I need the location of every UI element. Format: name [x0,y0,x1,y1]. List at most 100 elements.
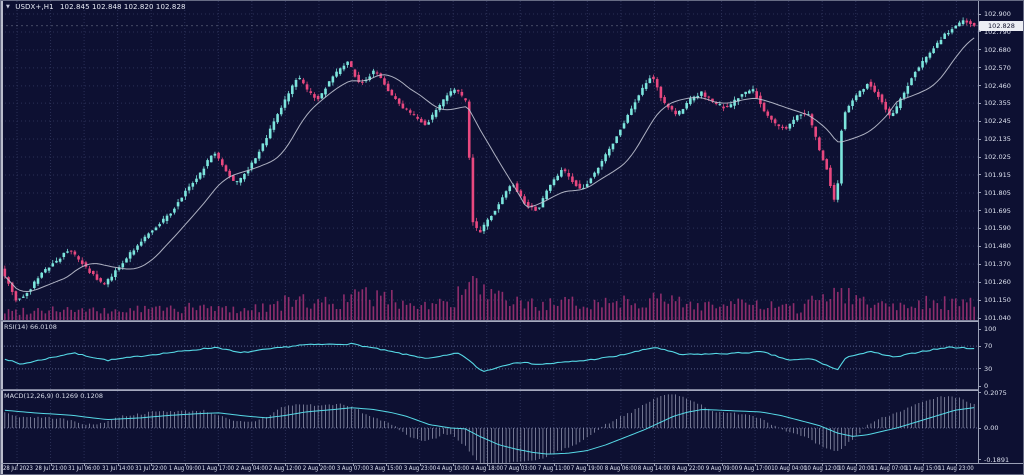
time-axis-label: 7 Aug 19:00 [571,465,604,472]
time-axis-label: 31 Jul 06:00 [68,465,100,472]
time-axis-tick [84,463,86,466]
time-axis-tick [419,463,421,466]
price-axis-label: 102.790 [984,27,1011,36]
price-axis-label: 102.355 [984,99,1011,108]
pane-separator-main-rsi[interactable] [1,320,978,322]
time-axis-label: 1 Aug 09:00 [168,465,201,472]
price-axis-tick [978,192,981,194]
time-axis-label: 28 Jul 21:00 [34,465,67,472]
price-axis-label: 0.00 [984,424,999,432]
price-axis-border [978,1,979,463]
price-axis-tick [978,317,981,319]
time-axis-label: 3 Aug 23:00 [403,465,436,472]
time-axis-tick [520,463,522,466]
price-axis-tick [978,245,981,247]
price-axis-label: 102.135 [984,135,1011,144]
price-axis-label: 0.2075 [984,388,1007,397]
time-axis-label: 2 Aug 04:00 [235,465,268,472]
price-axis-label: 101.590 [984,224,1011,233]
time-axis-label: 7 Aug 03:00 [504,465,537,472]
time-axis-tick [587,463,589,466]
time-axis-tick [352,463,354,466]
price-axis-tick [978,156,981,158]
time-axis-label: 3 Aug 07:00 [336,465,369,472]
time-axis-tick [755,463,757,466]
time-axis-tick [688,463,689,466]
time-axis[interactable]: 28 Jul 2023 28 Jul 21:00 31 Jul 06:00 31 Ju… [1,463,1023,474]
price-axis-tick [978,102,981,104]
price-axis-tick [978,120,981,122]
price-axis-tick [978,85,981,87]
time-axis-label: 2 Aug 12:00 [269,465,302,472]
time-axis-label: 8 Aug 06:00 [604,465,638,472]
chart-title: ▼ USDX+,H1 102.845 102.848 102.820 102.8… [6,3,186,11]
time-axis-tick [721,463,723,466]
time-axis-label: 3 Aug 15:00 [369,465,403,472]
time-axis-tick [922,463,924,466]
price-axis-tick [978,210,981,212]
time-axis-label: 31 Jul 22:00 [135,465,168,472]
time-axis-tick [453,463,455,466]
price-axis-tick [978,427,981,429]
time-axis-tick [788,463,790,466]
time-axis-tick [318,463,320,466]
pane-separator-rsi-macd[interactable] [1,389,978,391]
time-axis-tick [285,463,287,466]
price-axis-label: 101.695 [984,206,1011,215]
time-axis-label: 8 Aug 14:00 [638,465,671,472]
time-axis-label: 10 Aug 20:00 [837,465,874,472]
time-axis-label: 11 Aug 15:00 [905,465,941,472]
rsi-pane-canvas[interactable] [1,322,978,389]
price-axis-label: 101.805 [984,188,1011,197]
symbol-dropdown-arrow[interactable]: ▼ [6,4,10,10]
price-axis-tick [978,138,981,140]
price-axis-tick [978,392,981,394]
time-axis-label: 8 Aug 22:00 [671,465,705,472]
time-axis-tick [184,463,186,466]
price-axis-tick [978,263,981,265]
main-chart-canvas[interactable] [1,1,978,321]
time-axis-tick [386,463,388,466]
price-axis-label: 101.370 [984,260,1011,269]
price-axis-label: 102.460 [984,81,1011,90]
time-axis-label: 11 Aug 23:00 [938,465,975,472]
price-axis-tick [978,67,981,69]
time-axis-tick [855,463,857,466]
time-axis-label: 9 Aug 17:00 [738,465,772,472]
time-axis-tick [889,463,891,466]
time-axis-label: 1 Aug 17:00 [202,465,235,472]
time-axis-tick [151,463,153,466]
price-axis-tick [978,368,981,370]
time-axis-tick [50,463,52,466]
time-axis-border [1,463,1023,464]
time-axis-label: 10 Aug 04:00 [770,465,807,472]
price-axis-tick [978,299,981,301]
time-axis-tick [17,463,18,466]
time-axis-tick [956,463,958,466]
ohlc-values: 102.845 102.848 102.820 102.828 [59,3,186,11]
price-axis-label: 101.150 [984,296,1011,305]
time-axis-tick [486,463,488,466]
symbol-timeframe-label: USDX+,H1 [15,3,54,11]
price-axis-tick [978,227,981,229]
price-axis-label: 102.025 [984,153,1011,161]
price-axis-label: -0.1891 [984,455,1010,464]
rsi-indicator-label: RSI(14) 66.0108 [4,323,57,331]
price-axis-label: 102.245 [984,117,1011,126]
window-left-edge [1,1,3,474]
price-axis[interactable]: 102.900 102.790 102.680 102.570 102.460 102.3… [978,1,1023,464]
price-axis-label: 102.900 [984,10,1011,18]
time-axis-label: 9 Aug 09:00 [705,465,738,472]
time-axis-label: 31 Jul 14:00 [101,465,134,472]
time-axis-tick [251,463,253,466]
time-axis-label: 28 Jul 2023 [3,465,33,472]
price-axis-label: 101.260 [984,278,1011,287]
time-axis-label: 4 Aug 18:00 [470,465,503,472]
price-axis-tick [978,385,981,387]
time-axis-tick [553,463,555,466]
price-axis-tick [978,345,981,347]
macd-pane-canvas[interactable] [1,391,978,463]
price-axis-label: 102.680 [984,45,1011,54]
price-axis-tick [978,13,981,15]
price-axis-label: 30 [984,364,993,373]
